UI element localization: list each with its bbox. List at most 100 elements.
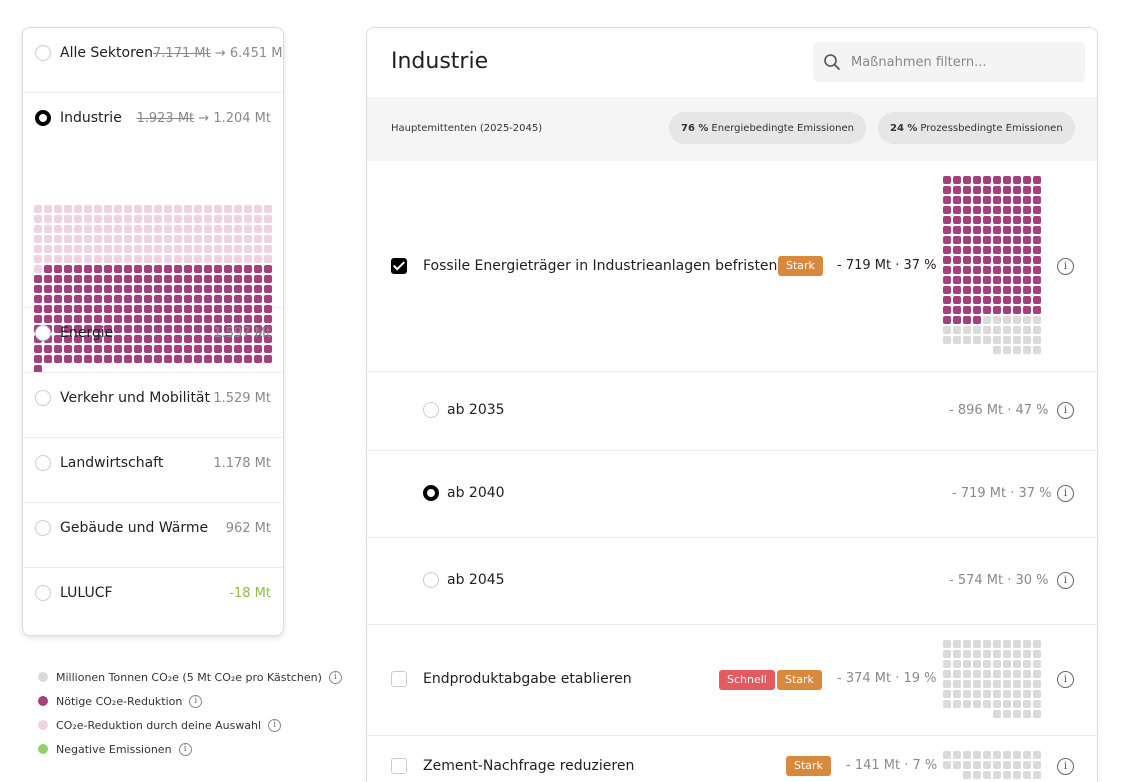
waffle-box xyxy=(194,315,202,323)
waffle-box xyxy=(114,255,122,263)
waffle-box xyxy=(983,660,991,668)
waffle-box xyxy=(234,335,242,343)
waffle-box xyxy=(164,215,172,223)
waffle-box xyxy=(244,265,252,273)
sector-radio[interactable] xyxy=(35,325,51,341)
info-icon[interactable]: i xyxy=(268,718,282,732)
waffle-box xyxy=(244,205,252,213)
waffle-box xyxy=(234,265,242,273)
waffle-box xyxy=(104,295,112,303)
waffle-box xyxy=(993,650,1001,658)
waffle-box xyxy=(943,690,951,698)
waffle-box xyxy=(204,285,212,293)
chip-process[interactable]: 24 % Prozessbedingte Emissionen xyxy=(878,112,1075,144)
waffle-box xyxy=(993,326,1001,334)
sector-item-alle-sektoren[interactable]: Alle Sektoren 7.171 Mt → 6.451 Mt xyxy=(23,28,283,93)
waffle-box xyxy=(953,206,961,214)
waffle-box xyxy=(963,266,971,274)
waffle-box xyxy=(254,285,262,293)
waffle-box xyxy=(44,345,52,353)
sector-item-industrie[interactable]: Industrie 1.923 Mt → 1.204 Mt xyxy=(23,93,283,373)
waffle-box xyxy=(244,345,252,353)
waffle-box xyxy=(194,265,202,273)
option-row-2040[interactable]: ab 2040 - 719 Mt · 37 % i xyxy=(367,451,1097,538)
waffle-box xyxy=(1013,710,1021,718)
sector-item-verkehr[interactable]: Verkehr und Mobilität 1.529 Mt xyxy=(23,373,283,438)
waffle-box xyxy=(214,225,222,233)
sector-item-lulucf[interactable]: LULUCF -18 Mt xyxy=(23,568,283,633)
sector-radio[interactable] xyxy=(35,455,51,471)
measure-checkbox[interactable] xyxy=(391,758,407,774)
measure-checkbox[interactable] xyxy=(391,671,407,687)
waffle-box xyxy=(973,256,981,264)
chip-label: Prozessbedingte Emissionen xyxy=(920,122,1063,134)
option-radio[interactable] xyxy=(423,485,439,501)
waffle-box xyxy=(1023,710,1031,718)
waffle-box xyxy=(144,275,152,283)
waffle-box xyxy=(1033,176,1041,184)
option-radio[interactable] xyxy=(423,402,439,418)
sector-radio[interactable] xyxy=(35,45,51,61)
waffle-box xyxy=(214,335,222,343)
search-box[interactable] xyxy=(813,42,1085,82)
info-icon[interactable]: i xyxy=(328,670,342,684)
waffle-box xyxy=(1023,660,1031,668)
waffle-box xyxy=(114,285,122,293)
waffle-box xyxy=(164,235,172,243)
info-icon[interactable]: i xyxy=(1057,671,1074,688)
waffle-box xyxy=(64,315,72,323)
waffle-box xyxy=(144,255,152,263)
sector-radio[interactable] xyxy=(35,585,51,601)
waffle-box xyxy=(94,315,102,323)
info-icon[interactable]: i xyxy=(1057,572,1074,589)
measure-waffle xyxy=(943,176,1041,354)
waffle-box xyxy=(224,235,232,243)
chip-energy[interactable]: 76 % Energiebedingte Emissionen xyxy=(669,112,866,144)
waffle-box xyxy=(34,285,42,293)
measure-checkbox[interactable] xyxy=(391,258,407,274)
sector-radio[interactable] xyxy=(35,110,51,126)
option-row-2035[interactable]: ab 2035 - 896 Mt · 47 % i xyxy=(367,372,1097,451)
waffle-box xyxy=(1003,316,1011,324)
sector-radio[interactable] xyxy=(35,390,51,406)
option-radio[interactable] xyxy=(423,572,439,588)
waffle-box xyxy=(94,245,102,253)
waffle-box xyxy=(54,295,62,303)
waffle-box xyxy=(54,235,62,243)
waffle-box xyxy=(114,315,122,323)
waffle-box xyxy=(1023,296,1031,304)
waffle-box xyxy=(154,205,162,213)
sector-radio[interactable] xyxy=(35,520,51,536)
info-icon[interactable]: i xyxy=(178,742,192,756)
sector-item-energie[interactable]: Energie 1.597 Mt xyxy=(23,308,283,373)
waffle-box xyxy=(254,275,262,283)
info-icon[interactable]: i xyxy=(1057,485,1074,502)
waffle-box xyxy=(104,305,112,313)
waffle-box xyxy=(64,335,72,343)
search-input[interactable] xyxy=(851,54,1071,70)
waffle-box xyxy=(134,325,142,333)
waffle-box xyxy=(164,345,172,353)
option-row-2045[interactable]: ab 2045 - 574 Mt · 30 % i xyxy=(367,538,1097,625)
sector-item-landwirtschaft[interactable]: Landwirtschaft 1.178 Mt xyxy=(23,438,283,503)
sector-item-gebaeude[interactable]: Gebäude und Wärme 962 Mt xyxy=(23,503,283,568)
measure-waffle xyxy=(943,751,1041,779)
info-icon[interactable]: i xyxy=(1057,258,1074,275)
waffle-box xyxy=(34,365,42,373)
info-icon[interactable]: i xyxy=(189,694,203,708)
chip-label: Energiebedingte Emissionen xyxy=(711,122,854,134)
info-icon[interactable]: i xyxy=(1057,758,1074,775)
waffle-box xyxy=(993,266,1001,274)
waffle-box xyxy=(1023,690,1031,698)
info-icon[interactable]: i xyxy=(1057,402,1074,419)
waffle-box xyxy=(54,215,62,223)
waffle-box xyxy=(174,355,182,363)
emitters-label: Hauptemittenten (2025-2045) xyxy=(391,123,543,134)
waffle-box xyxy=(54,265,62,273)
waffle-box xyxy=(953,670,961,678)
waffle-box xyxy=(1013,226,1021,234)
waffle-box xyxy=(943,236,951,244)
waffle-box xyxy=(84,345,92,353)
waffle-box xyxy=(224,325,232,333)
waffle-box xyxy=(943,660,951,668)
